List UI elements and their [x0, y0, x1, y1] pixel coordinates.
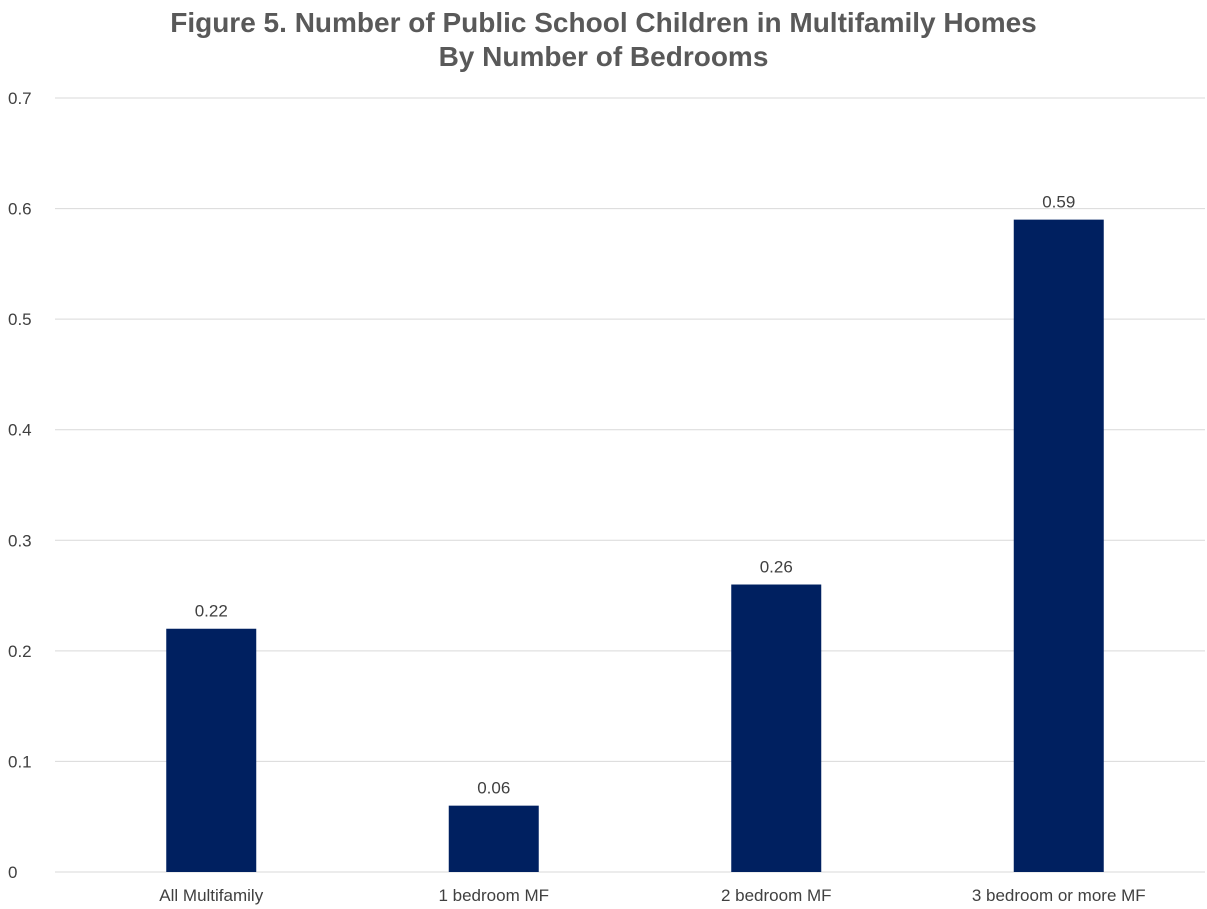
category-label: All Multifamily — [159, 886, 263, 905]
bars — [166, 219, 1104, 873]
category-label: 2 bedroom MF — [721, 886, 832, 905]
chart-subtitle: By Number of Bedrooms — [438, 41, 769, 72]
y-tick-label: 0.4 — [8, 421, 32, 440]
y-tick-label: 0 — [8, 863, 17, 882]
data-label: 0.22 — [195, 602, 228, 621]
bar — [731, 584, 822, 872]
data-label: 0.59 — [1042, 193, 1075, 212]
y-tick-label: 0.2 — [8, 642, 32, 661]
data-label: 0.26 — [760, 558, 793, 577]
gridlines — [55, 97, 1205, 873]
bar — [448, 805, 539, 872]
y-axis-ticks: 0 0.1 0.2 0.3 0.4 0.5 0.6 0.7 — [8, 89, 32, 882]
category-label: 1 bedroom MF — [438, 886, 549, 905]
y-tick-label: 0.3 — [8, 531, 32, 550]
y-tick-label: 0.5 — [8, 310, 32, 329]
data-labels: 0.22 0.06 0.26 0.59 — [195, 193, 1076, 798]
y-tick-label: 0.6 — [8, 200, 32, 219]
data-label: 0.06 — [477, 779, 510, 798]
y-tick-label: 0.7 — [8, 89, 32, 108]
bar — [166, 628, 257, 872]
bar — [1013, 219, 1104, 873]
y-tick-label: 0.1 — [8, 752, 32, 771]
x-axis-categories: All Multifamily 1 bedroom MF 2 bedroom MF 3… — [159, 886, 1145, 905]
chart-title: Figure 5. Number of Public School Childr… — [170, 7, 1037, 38]
chart-title-block: Figure 5. Number of Public School Childr… — [0, 6, 1207, 74]
category-label: 3 bedroom or more MF — [972, 886, 1146, 905]
